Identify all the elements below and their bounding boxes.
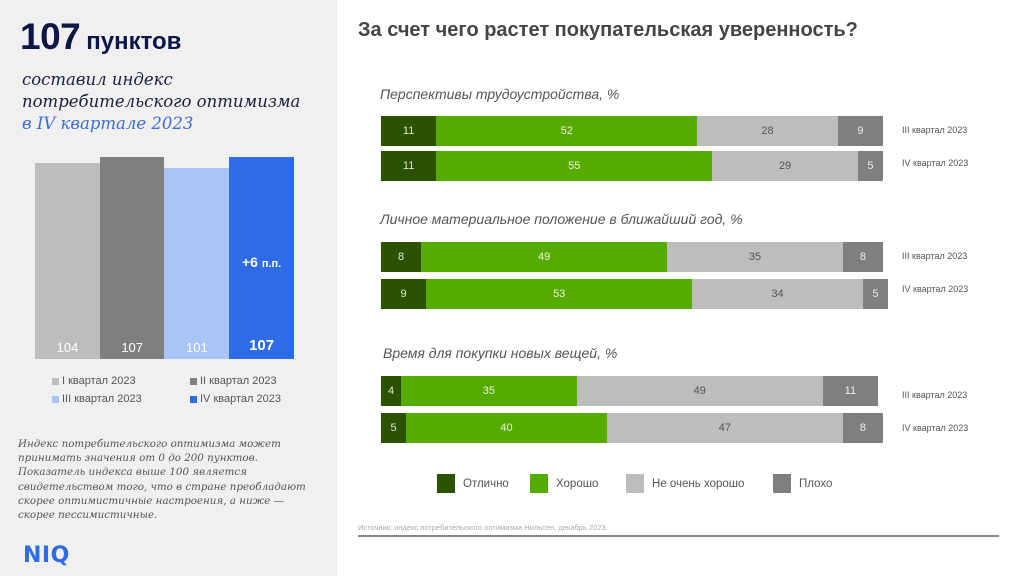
legend-item: Хорошо <box>530 474 598 493</box>
index-legend-label: II квартал 2023 <box>200 375 277 387</box>
index-legend-label: IV квартал 2023 <box>200 393 281 405</box>
legend-label: Хорошо <box>556 477 599 490</box>
row-period-label: IV квартал 2023 <box>902 158 969 168</box>
niq-logo: NIQ <box>23 543 70 568</box>
row-period-label: IV квартал 2023 <box>902 284 969 294</box>
stacked-segment-отлично: 4 <box>381 376 402 406</box>
index-legend-item: II квартал 2023 <box>190 375 277 387</box>
stacked-segment-не-очень-хорошо: 35 <box>667 242 843 272</box>
legend-swatch <box>530 474 548 493</box>
stacked-segment-хорошо: 55 <box>436 151 713 181</box>
subtitle-line-3: в IV квартале 2023 <box>22 114 194 133</box>
footer-divider <box>358 535 999 537</box>
index-legend-label: III квартал 2023 <box>62 393 142 405</box>
index-legend-item: IV квартал 2023 <box>190 393 281 405</box>
main-title: За счет чего растет покупательская увере… <box>358 19 858 41</box>
index-legend-swatch <box>190 377 197 385</box>
index-note: Индекс потребительского оптимизма может … <box>18 438 306 522</box>
section-title: Время для покупки новых вещей, % <box>383 345 618 361</box>
legend-swatch <box>626 474 644 493</box>
index-legend-swatch <box>52 395 59 403</box>
subtitle-line-1: составил индекс <box>22 70 173 89</box>
stacked-segment-плохо: 8 <box>842 242 883 272</box>
row-period-label: IV квартал 2023 <box>902 423 969 433</box>
headline: 107 пунктов <box>20 16 181 58</box>
stacked-segment-не-очень-хорошо: 47 <box>606 413 843 443</box>
stacked-segment-плохо: 5 <box>862 279 888 309</box>
section-title: Личное материальное положение в ближайши… <box>380 211 743 227</box>
stacked-segment-не-очень-хорошо: 28 <box>697 116 838 146</box>
stacked-segment-отлично: 9 <box>381 279 427 309</box>
row-period-label: III квартал 2023 <box>902 125 968 135</box>
stacked-row: 11 52 28 9 <box>381 116 883 146</box>
stacked-segment-плохо: 8 <box>842 413 883 443</box>
headline-value: 107 <box>20 16 81 57</box>
stacked-segment-хорошо: 53 <box>426 279 693 309</box>
stacked-segment-не-очень-хорошо: 49 <box>576 376 823 406</box>
headline-unit: пунктов <box>86 28 182 55</box>
index-legend-label: I квартал 2023 <box>62 375 136 387</box>
stacked-row: 5 40 47 8 <box>381 413 883 443</box>
legend-label: Не очень хорошо <box>652 477 745 490</box>
legend-item: Плохо <box>773 474 832 493</box>
index-bar <box>99 157 165 359</box>
index-delta-unit: п.п. <box>261 258 282 270</box>
index-bar <box>35 162 100 359</box>
stacked-segment-плохо: 9 <box>837 116 883 146</box>
legend-label: Отлично <box>463 477 509 490</box>
index-legend-item: I квартал 2023 <box>52 375 136 387</box>
left-panel: 107 пунктов составил индекс потребительск… <box>0 0 337 576</box>
stacked-segment-хорошо: 49 <box>421 242 668 272</box>
stacked-segment-хорошо: 52 <box>436 116 698 146</box>
index-bar <box>164 168 230 359</box>
stacked-segment-отлично: 11 <box>381 116 437 146</box>
stacked-segment-плохо: 5 <box>857 151 883 181</box>
subtitle-line-2: потребительского оптимизма <box>22 92 301 111</box>
section-title: Перспективы трудоустройства, % <box>380 86 620 102</box>
stacked-row: 8 49 35 8 <box>381 242 883 272</box>
index-legend-swatch <box>190 395 197 403</box>
index-bar <box>229 157 294 359</box>
stacked-row: 9 53 34 5 <box>381 279 888 309</box>
index-bar-chart: 104 107 101 107 +6 п.п. I квартал 2023 II квар… <box>0 140 337 420</box>
index-bar-value-label: 107 <box>121 340 144 355</box>
legend-item: Не очень хорошо <box>626 474 744 493</box>
stacked-segment-плохо: 11 <box>822 376 878 406</box>
legend-swatch <box>437 474 455 493</box>
stacked-segment-отлично: 8 <box>381 242 422 272</box>
stacked-row: 4 35 49 11 <box>381 376 878 406</box>
row-period-label: III квартал 2023 <box>902 251 968 261</box>
source-note: Источник: индекс потребительского оптими… <box>358 523 608 532</box>
stacked-segment-хорошо: 35 <box>401 376 577 406</box>
stacked-segment-не-очень-хорошо: 34 <box>692 279 863 309</box>
index-delta-value: +6 <box>241 254 262 270</box>
stacked-segment-отлично: 5 <box>381 413 407 443</box>
stacked-segment-хорошо: 40 <box>406 413 607 443</box>
subtitle: составил индекс потребительского оптимиз… <box>22 69 322 135</box>
index-legend-swatch <box>52 377 59 385</box>
stacked-segment-не-очень-хорошо: 29 <box>712 151 858 181</box>
stacked-segment-отлично: 11 <box>381 151 437 181</box>
legend-label: Плохо <box>799 477 833 490</box>
legend-item: Отлично <box>437 474 509 493</box>
index-bar-value-label: 107 <box>249 337 275 354</box>
stacked-row: 11 55 29 5 <box>381 151 883 181</box>
index-legend-item: III квартал 2023 <box>52 393 142 405</box>
legend-swatch <box>773 474 791 493</box>
index-bar-value-label: 104 <box>56 340 79 355</box>
index-bar-value-label: 101 <box>186 340 208 355</box>
index-delta-annotation: +6 п.п. <box>229 254 294 270</box>
row-period-label: III квартал 2023 <box>902 390 968 400</box>
